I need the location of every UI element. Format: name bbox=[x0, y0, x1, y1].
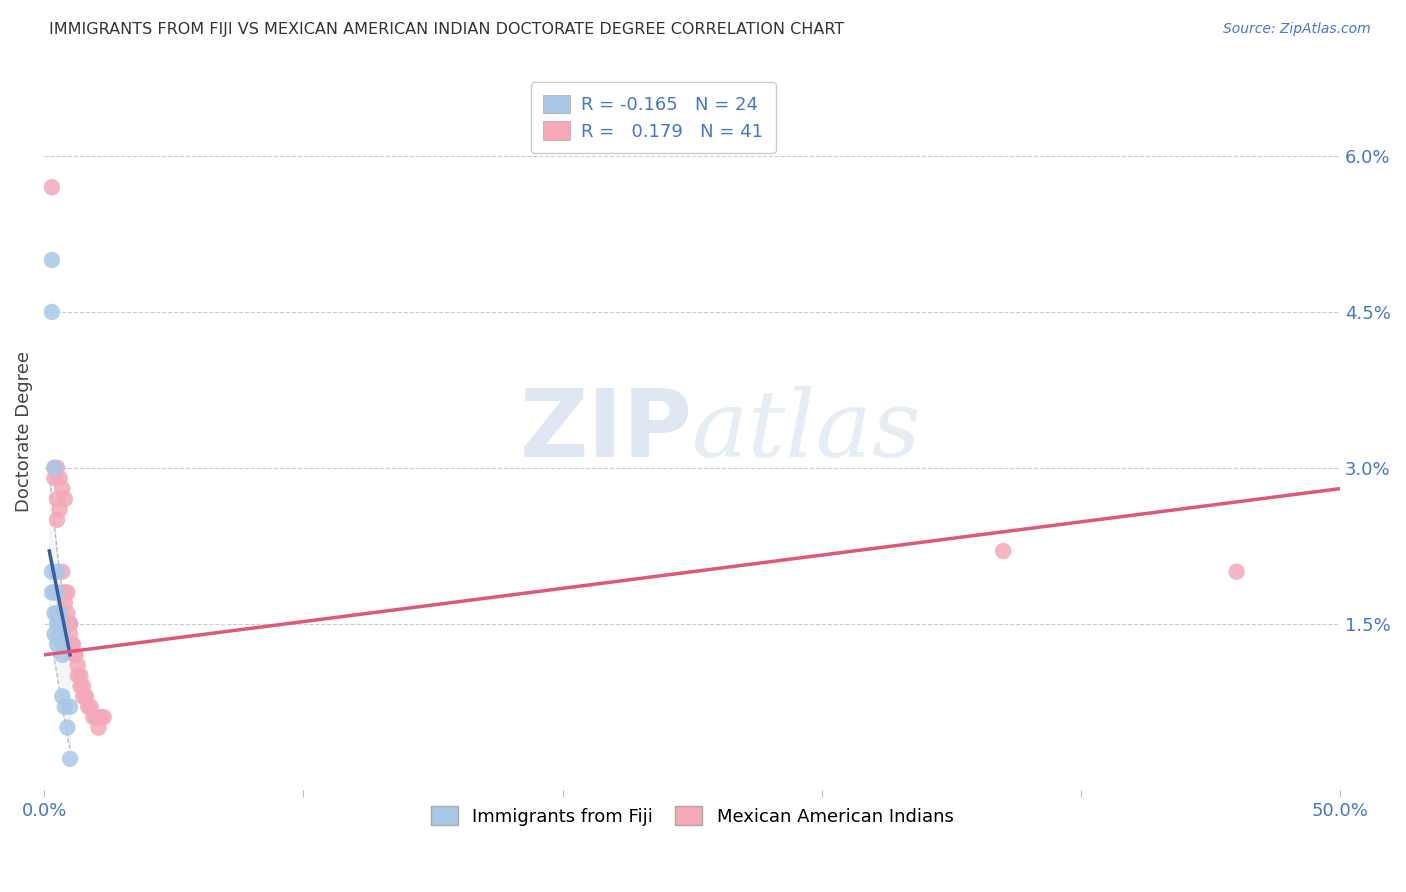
Text: ZIP: ZIP bbox=[519, 385, 692, 477]
Point bbox=[53, 699, 76, 714]
Point bbox=[51, 637, 73, 651]
Point bbox=[77, 699, 100, 714]
Point bbox=[75, 690, 97, 704]
Point bbox=[46, 565, 69, 579]
Point bbox=[46, 607, 69, 621]
Point bbox=[51, 585, 73, 599]
Point bbox=[56, 585, 79, 599]
Point bbox=[44, 607, 66, 621]
Point bbox=[56, 616, 79, 631]
Text: atlas: atlas bbox=[692, 386, 922, 476]
Point bbox=[41, 585, 63, 599]
Point bbox=[41, 565, 63, 579]
Point bbox=[87, 721, 110, 735]
Point bbox=[51, 627, 73, 641]
Point bbox=[93, 710, 115, 724]
Point bbox=[56, 607, 79, 621]
Point bbox=[53, 585, 76, 599]
Point bbox=[44, 585, 66, 599]
Point bbox=[46, 637, 69, 651]
Point bbox=[44, 460, 66, 475]
Point bbox=[66, 668, 89, 682]
Point bbox=[48, 607, 70, 621]
Point bbox=[56, 721, 79, 735]
Point bbox=[46, 616, 69, 631]
Point bbox=[51, 690, 73, 704]
Point bbox=[44, 460, 66, 475]
Point bbox=[90, 710, 112, 724]
Point bbox=[44, 471, 66, 485]
Point bbox=[48, 616, 70, 631]
Point bbox=[41, 252, 63, 267]
Point bbox=[59, 616, 82, 631]
Point bbox=[59, 752, 82, 766]
Point bbox=[80, 699, 103, 714]
Point bbox=[48, 502, 70, 516]
Point bbox=[69, 679, 91, 693]
Point bbox=[41, 305, 63, 319]
Point bbox=[51, 648, 73, 662]
Point bbox=[62, 637, 84, 651]
Point bbox=[63, 648, 86, 662]
Point bbox=[44, 627, 66, 641]
Point bbox=[46, 513, 69, 527]
Point bbox=[51, 565, 73, 579]
Text: Source: ZipAtlas.com: Source: ZipAtlas.com bbox=[1223, 22, 1371, 37]
Point bbox=[75, 690, 97, 704]
Point bbox=[62, 637, 84, 651]
Point bbox=[59, 616, 82, 631]
Point bbox=[72, 679, 94, 693]
Point bbox=[53, 596, 76, 610]
Point bbox=[51, 482, 73, 496]
Y-axis label: Doctorate Degree: Doctorate Degree bbox=[15, 351, 32, 512]
Point bbox=[41, 180, 63, 194]
Point bbox=[63, 648, 86, 662]
Point bbox=[53, 491, 76, 506]
Point bbox=[46, 460, 69, 475]
Point bbox=[59, 699, 82, 714]
Point bbox=[1225, 565, 1247, 579]
Point bbox=[82, 710, 104, 724]
Point bbox=[48, 627, 70, 641]
Legend: Immigrants from Fiji, Mexican American Indians: Immigrants from Fiji, Mexican American I… bbox=[422, 797, 963, 835]
Point bbox=[46, 585, 69, 599]
Point bbox=[59, 627, 82, 641]
Point bbox=[72, 690, 94, 704]
Point bbox=[48, 471, 70, 485]
Point bbox=[84, 710, 107, 724]
Text: IMMIGRANTS FROM FIJI VS MEXICAN AMERICAN INDIAN DOCTORATE DEGREE CORRELATION CHA: IMMIGRANTS FROM FIJI VS MEXICAN AMERICAN… bbox=[49, 22, 845, 37]
Point bbox=[69, 668, 91, 682]
Point bbox=[46, 491, 69, 506]
Point bbox=[66, 658, 89, 673]
Point bbox=[993, 544, 1015, 558]
